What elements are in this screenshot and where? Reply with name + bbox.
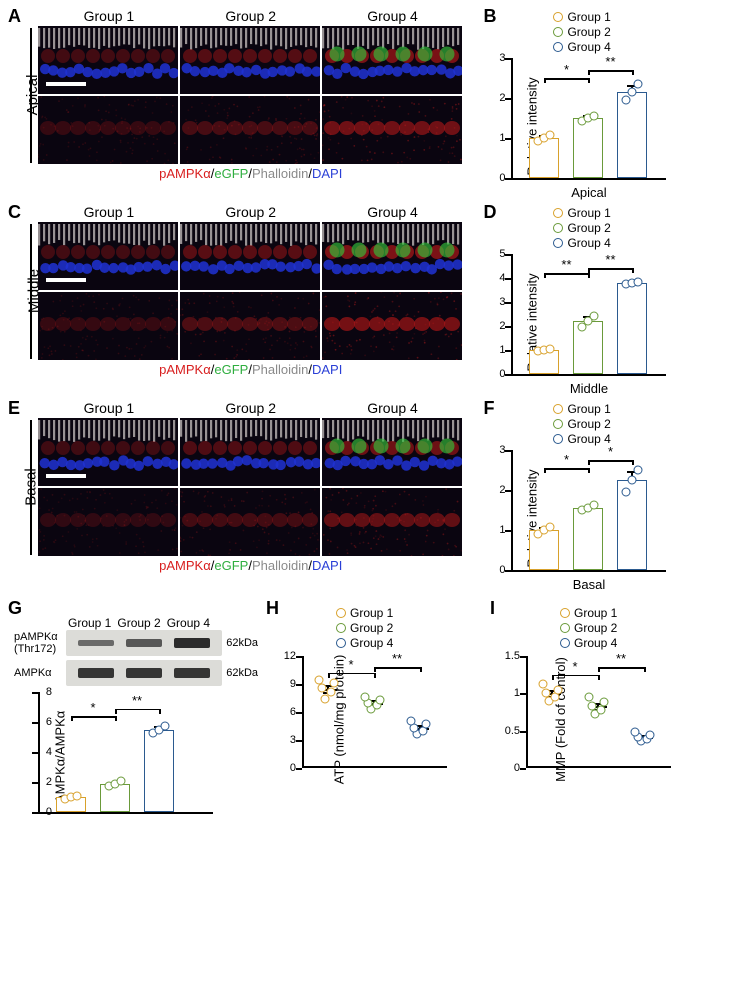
panel-e-micrographs: E Basal Group 1 Group 2 Group 4 pAMPKα/e… (8, 400, 463, 573)
legend-dot-g2 (553, 27, 563, 37)
legend-dapi: DAPI (312, 166, 342, 181)
wb-row-ampka: AMPKα 62kDa (14, 660, 258, 686)
panel-b-chart: B Group 1 Group 2 Group 4 0123Relative i… (473, 8, 721, 198)
micrograph-grid-a (38, 26, 463, 164)
panel-g-label: G (8, 598, 22, 619)
group1-label: Group 1 (39, 8, 179, 24)
scatter-plot-h: 036912ATP (nmol/mg protein)*** (302, 656, 472, 786)
group4-label: Group 4 (323, 8, 463, 24)
panel-d-chart: D Group 1 Group 2 Group 4 012345Relative… (473, 204, 721, 394)
scatter-plot-i: 00.511.5MMP (Fold of control)*** (526, 656, 696, 786)
bar-chart-g: 02468pAMPKα/AMPKα*** (38, 692, 238, 832)
legend-dot-g4 (553, 42, 563, 52)
group-labels: Group 1 Group 2 Group 4 (38, 8, 463, 24)
panel-g-westernblot: G Group 1 Group 2 Group 4 pAMPKα (Thr172… (8, 598, 258, 832)
group-legend: Group 1 Group 2 Group 4 (553, 10, 610, 55)
bar-chart-d: 012345Relative intensity****Middle (511, 254, 691, 394)
wb-row-pampka: pAMPKα (Thr172) 62kDa (14, 630, 258, 656)
wb-bands-ampka (66, 660, 222, 686)
wb-bands-pampka (66, 630, 222, 656)
panel-i-label: I (490, 598, 495, 619)
bar-chart-f: 0123Relative intensity**Basal (511, 450, 691, 590)
panel-c-micrographs: C Middle Group 1 Group 2 Group 4 pAMPKα/… (8, 204, 463, 377)
panel-b-label: B (483, 6, 496, 27)
panel-a-label: A (8, 6, 21, 27)
panel-h-chart: H Group 1 Group 2 Group 4 036912ATP (nmo… (262, 598, 482, 783)
channel-legend: pAMPKα/eGFP/Phalloidin/DAPI (38, 166, 463, 181)
legend-phalloidin: Phalloidin (252, 166, 308, 181)
panel-i-chart: I Group 1 Group 2 Group 4 00.511.5MMP (F… (486, 598, 706, 783)
group2-label: Group 2 (181, 8, 321, 24)
panel-a-micrographs: A Apical Group 1 Group 2 Group 4 pAMPKα/… (8, 8, 463, 181)
region-label-basal: Basal (22, 468, 39, 506)
micrograph-grid-c (38, 222, 463, 360)
panel-h-label: H (266, 598, 279, 619)
panel-e-label: E (8, 398, 20, 419)
panel-d-label: D (483, 202, 496, 223)
legend-pampka: pAMPKα (159, 166, 211, 181)
panel-f-label: F (483, 398, 494, 419)
panel-f-chart: F Group 1 Group 2 Group 4 0123Relative i… (473, 400, 721, 590)
bar-chart-b: 0123Relative intensity***Apical (511, 58, 691, 198)
panel-c-label: C (8, 202, 21, 223)
legend-dot-g1 (553, 12, 563, 22)
micrograph-grid-e (38, 418, 463, 556)
legend-egfp: eGFP (214, 166, 248, 181)
